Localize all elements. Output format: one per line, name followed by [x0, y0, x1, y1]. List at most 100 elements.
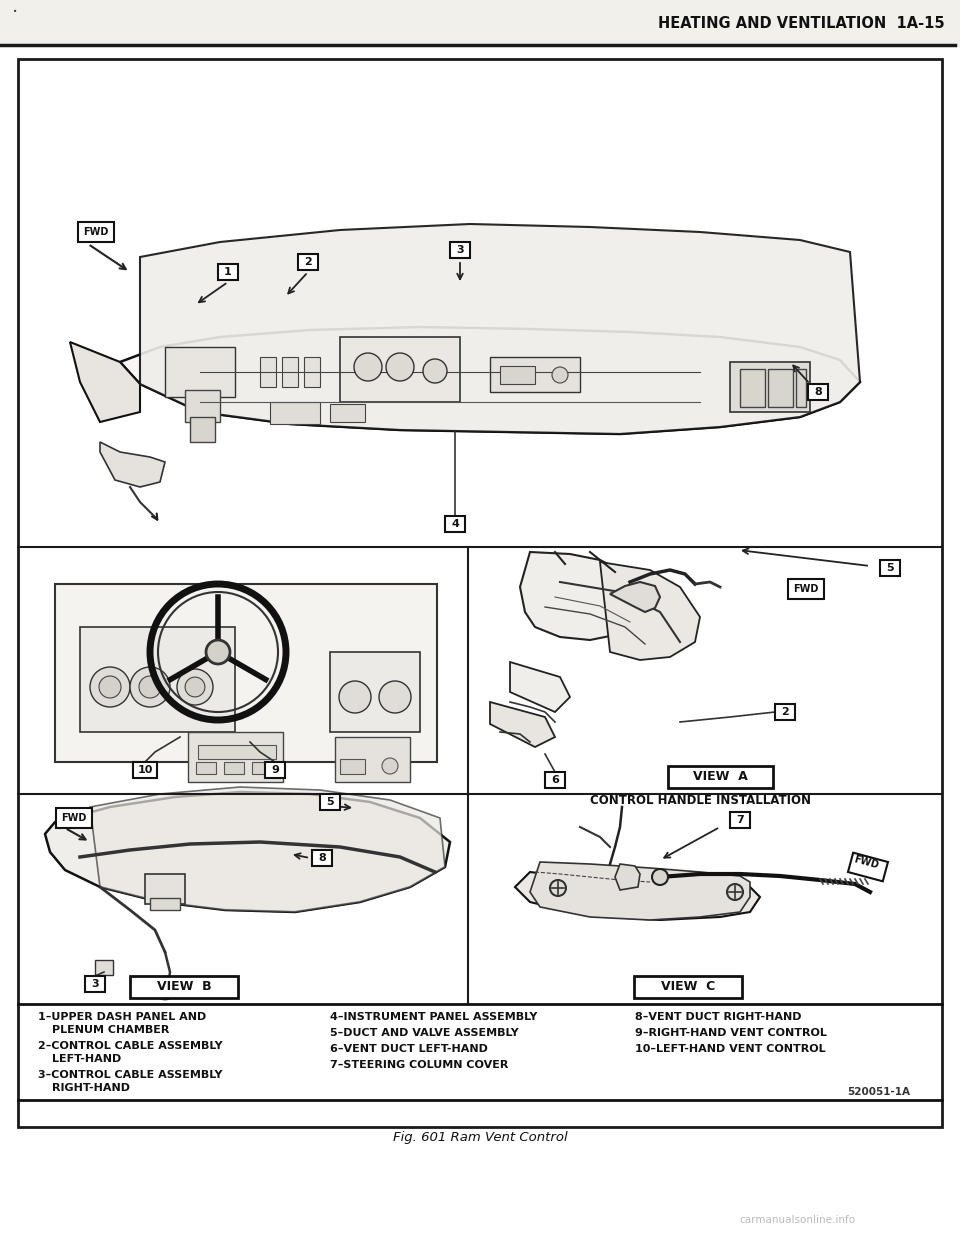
Text: VIEW  A: VIEW A — [692, 770, 748, 784]
Circle shape — [90, 667, 130, 707]
Text: 520051-1A: 520051-1A — [847, 1087, 910, 1097]
Bar — [490, 356, 580, 392]
Circle shape — [339, 681, 371, 713]
Text: 5: 5 — [326, 797, 334, 807]
Bar — [224, 763, 244, 774]
Circle shape — [727, 884, 743, 900]
Text: ·: · — [12, 2, 18, 21]
Bar — [312, 850, 332, 866]
Bar — [188, 732, 283, 782]
Text: FWD: FWD — [852, 854, 879, 871]
Text: 2: 2 — [781, 707, 789, 717]
Circle shape — [379, 681, 411, 713]
Bar — [445, 515, 465, 532]
Polygon shape — [610, 582, 660, 612]
Bar — [196, 763, 216, 774]
Bar — [252, 763, 272, 774]
Polygon shape — [615, 864, 640, 891]
Text: 8–VENT DUCT RIGHT-HAND: 8–VENT DUCT RIGHT-HAND — [635, 1012, 802, 1022]
Text: PLENUM CHAMBER: PLENUM CHAMBER — [52, 1025, 169, 1035]
Polygon shape — [140, 224, 860, 433]
Circle shape — [354, 353, 382, 381]
Text: 6: 6 — [551, 775, 559, 785]
Polygon shape — [530, 862, 750, 920]
Bar — [740, 369, 765, 407]
Polygon shape — [600, 561, 700, 660]
Bar — [796, 369, 806, 407]
Polygon shape — [100, 442, 165, 487]
Bar — [545, 773, 565, 787]
Bar — [304, 356, 320, 388]
Text: 3: 3 — [456, 245, 464, 255]
Bar — [775, 704, 795, 720]
Bar — [145, 874, 185, 904]
Circle shape — [177, 669, 213, 705]
Bar — [730, 361, 810, 412]
Bar — [500, 366, 535, 384]
Text: 9–RIGHT-HAND VENT CONTROL: 9–RIGHT-HAND VENT CONTROL — [635, 1028, 827, 1038]
Polygon shape — [45, 792, 450, 912]
Polygon shape — [70, 342, 140, 422]
Bar — [185, 390, 220, 422]
Text: 10–LEFT-HAND VENT CONTROL: 10–LEFT-HAND VENT CONTROL — [635, 1045, 826, 1054]
Circle shape — [550, 881, 566, 895]
Circle shape — [386, 353, 414, 381]
Bar — [95, 960, 113, 975]
Text: 5: 5 — [886, 563, 894, 573]
Text: 5–DUCT AND VALVE ASSEMBLY: 5–DUCT AND VALVE ASSEMBLY — [330, 1028, 518, 1038]
Text: carmanualsonline.info: carmanualsonline.info — [739, 1215, 855, 1225]
Bar — [190, 417, 215, 442]
Text: 3–CONTROL CABLE ASSEMBLY: 3–CONTROL CABLE ASSEMBLY — [38, 1071, 223, 1081]
Bar — [340, 337, 460, 402]
Text: 2–CONTROL CABLE ASSEMBLY: 2–CONTROL CABLE ASSEMBLY — [38, 1041, 223, 1051]
Bar — [808, 384, 828, 400]
Bar — [18, 60, 942, 1126]
Text: VIEW  B: VIEW B — [156, 980, 211, 994]
Bar — [880, 560, 900, 576]
Text: HEATING AND VENTILATION  1A-15: HEATING AND VENTILATION 1A-15 — [659, 16, 945, 31]
Bar — [298, 255, 318, 270]
Bar — [80, 627, 235, 732]
Text: VIEW  C: VIEW C — [660, 980, 715, 994]
Circle shape — [139, 676, 161, 698]
Bar — [265, 763, 285, 777]
Circle shape — [552, 366, 568, 383]
Text: 7: 7 — [736, 815, 744, 825]
Text: 6–VENT DUCT LEFT-HAND: 6–VENT DUCT LEFT-HAND — [330, 1045, 488, 1054]
Bar — [330, 652, 420, 732]
Circle shape — [99, 676, 121, 698]
Polygon shape — [515, 872, 760, 920]
Bar — [130, 976, 238, 999]
Bar — [788, 579, 824, 599]
Bar — [198, 745, 276, 759]
Bar — [165, 347, 235, 397]
Polygon shape — [490, 702, 555, 746]
Text: 4: 4 — [451, 519, 459, 529]
Bar — [85, 976, 105, 992]
Bar — [56, 809, 92, 828]
Circle shape — [130, 667, 170, 707]
Bar — [340, 759, 365, 774]
Text: 4–INSTRUMENT PANEL ASSEMBLY: 4–INSTRUMENT PANEL ASSEMBLY — [330, 1012, 538, 1022]
Text: 1: 1 — [224, 267, 232, 277]
Bar — [260, 356, 276, 388]
Bar — [730, 812, 750, 828]
Polygon shape — [510, 662, 570, 712]
Bar — [282, 356, 298, 388]
Circle shape — [185, 677, 204, 697]
Bar — [320, 794, 340, 810]
Text: FWD: FWD — [84, 227, 108, 237]
Text: 8: 8 — [318, 853, 325, 863]
Bar — [768, 369, 793, 407]
Circle shape — [423, 359, 447, 383]
Text: Fig. 601 Ram Vent Control: Fig. 601 Ram Vent Control — [393, 1130, 567, 1144]
Text: 9: 9 — [271, 765, 279, 775]
Text: 8: 8 — [814, 388, 822, 397]
Text: LEFT-HAND: LEFT-HAND — [52, 1054, 121, 1064]
Bar — [133, 763, 157, 777]
Bar — [335, 737, 410, 782]
Bar — [150, 898, 180, 910]
Text: 2: 2 — [304, 257, 312, 267]
Text: 3: 3 — [91, 979, 99, 989]
Text: CONTROL HANDLE INSTALLATION: CONTROL HANDLE INSTALLATION — [589, 794, 810, 806]
